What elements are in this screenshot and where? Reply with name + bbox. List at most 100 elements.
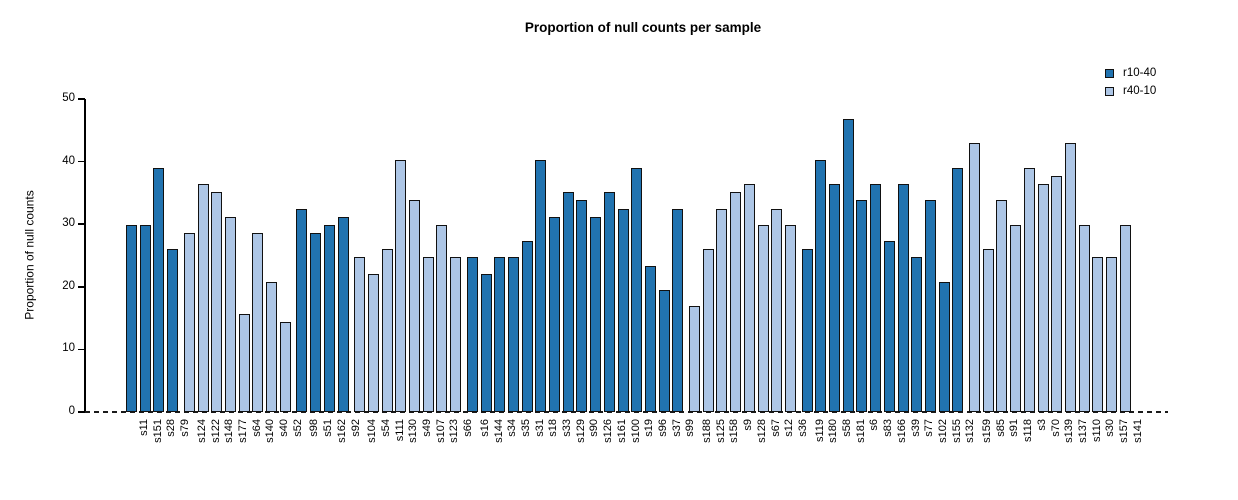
x-tick-label: s125 (714, 419, 727, 443)
y-tick-label: 30 (62, 217, 75, 230)
bar-s139 (1051, 176, 1063, 412)
x-tick-label: s137 (1076, 419, 1089, 443)
x-tick-label: s140 (264, 419, 277, 443)
bar-s110 (1078, 225, 1090, 412)
x-tick-label: s96 (656, 419, 669, 437)
bar-s151 (139, 225, 151, 412)
x-tick-label: s161 (615, 419, 628, 443)
x-tick-label: s54 (379, 419, 392, 437)
x-tick-label: s110 (1090, 419, 1103, 443)
bar-s181 (842, 119, 854, 412)
bar-s100 (617, 209, 629, 412)
x-tick-label: s188 (701, 419, 713, 443)
x-tick-label: s30 (1104, 419, 1117, 437)
y-axis-title: Proportion of null counts (22, 190, 37, 320)
bar-s6 (856, 200, 868, 412)
bar-s12 (771, 209, 783, 412)
x-tick-label: s19 (643, 419, 656, 437)
bar-s49 (409, 200, 420, 412)
x-tick-label: s83 (882, 419, 895, 437)
x-tick-label: s104 (366, 419, 379, 443)
bar-s130 (395, 160, 407, 412)
x-tick-label: s28 (165, 419, 178, 437)
y-tick (78, 160, 85, 163)
bar-s70 (1037, 184, 1049, 412)
x-tick-label: s6 (868, 419, 881, 431)
x-tick-label: s126 (602, 419, 615, 443)
x-tick-label: s39 (909, 419, 922, 437)
bar-s144 (480, 274, 492, 412)
x-tick-label: s11 (138, 419, 150, 436)
x-tick-label: s67 (769, 419, 782, 437)
bar-s30 (1092, 257, 1104, 412)
bar-s11 (126, 225, 137, 412)
bar-s67 (757, 225, 769, 412)
chart-title: Proportion of null counts per sample (524, 20, 762, 35)
x-tick-label: s85 (994, 419, 1007, 437)
y-tick (78, 286, 85, 288)
x-tick-label: s124 (195, 419, 208, 443)
bar-s90 (576, 200, 588, 412)
y-tick-label: 0 (68, 405, 75, 417)
bar-s58 (829, 184, 840, 412)
x-tick-label: s162 (335, 419, 348, 443)
bar-s162 (323, 225, 335, 412)
bar-s91 (996, 200, 1008, 412)
bar-s157 (1106, 257, 1117, 412)
x-tick-label: s35 (519, 419, 532, 437)
bar-s85 (982, 249, 994, 412)
legend-swatch-icon (1105, 68, 1114, 78)
x-tick-label: s16 (478, 419, 491, 437)
bar-s166 (883, 241, 895, 412)
x-tick-label: s159 (981, 419, 993, 443)
bar-s39 (897, 184, 909, 412)
bar-s9 (730, 192, 742, 412)
bar-s66 (450, 257, 462, 412)
bar-s188 (689, 306, 700, 412)
bar-s16 (466, 257, 478, 412)
bar-s34 (494, 257, 506, 412)
bar-s107 (422, 257, 434, 412)
x-tick-label: s40 (278, 419, 290, 437)
x-tick-label: s130 (407, 419, 420, 443)
bar-s124 (183, 233, 195, 412)
x-tick-label: s177 (236, 419, 249, 443)
x-tick-label: s36 (796, 419, 809, 437)
bar-s18 (535, 160, 547, 412)
x-tick-label: s58 (841, 419, 853, 437)
x-tick-label: s128 (755, 419, 768, 443)
x-tick-label: s141 (1131, 419, 1144, 443)
bar-s132 (952, 168, 964, 412)
x-tick-label: s33 (561, 419, 573, 437)
x-tick-label: s34 (506, 419, 519, 437)
x-tick-label: s123 (448, 419, 461, 443)
bar-s98 (296, 209, 308, 412)
bar-s177 (224, 217, 236, 412)
x-tick-label: s49 (421, 419, 433, 437)
bar-s3 (1023, 168, 1035, 412)
x-tick-label: s118 (1022, 419, 1035, 443)
bar-s31 (521, 241, 533, 412)
x-tick-label: s102 (936, 419, 949, 443)
x-tick-label: s9 (742, 419, 755, 431)
bar-s125 (702, 249, 714, 412)
y-tick-label: 10 (62, 342, 75, 355)
x-tick-label: s139 (1063, 419, 1076, 443)
bar-s83 (870, 184, 882, 412)
x-tick-label: s100 (629, 419, 642, 443)
bar-s126 (590, 217, 602, 412)
x-tick-label: s107 (434, 419, 447, 443)
bar-s36 (784, 225, 796, 412)
bar-s180 (815, 160, 827, 412)
bar-s37 (658, 290, 670, 412)
bar-s129 (562, 192, 574, 412)
x-tick-label: s180 (827, 419, 840, 443)
legend-row: r40-10 (1105, 82, 1156, 100)
bar-s79 (167, 249, 179, 412)
x-tick-label: s158 (728, 419, 741, 443)
bar-s102 (924, 200, 936, 412)
bar-s137 (1064, 143, 1076, 412)
bar-s99 (672, 209, 684, 412)
x-tick-label: s122 (209, 419, 222, 443)
x-tick-label: s155 (950, 419, 963, 443)
